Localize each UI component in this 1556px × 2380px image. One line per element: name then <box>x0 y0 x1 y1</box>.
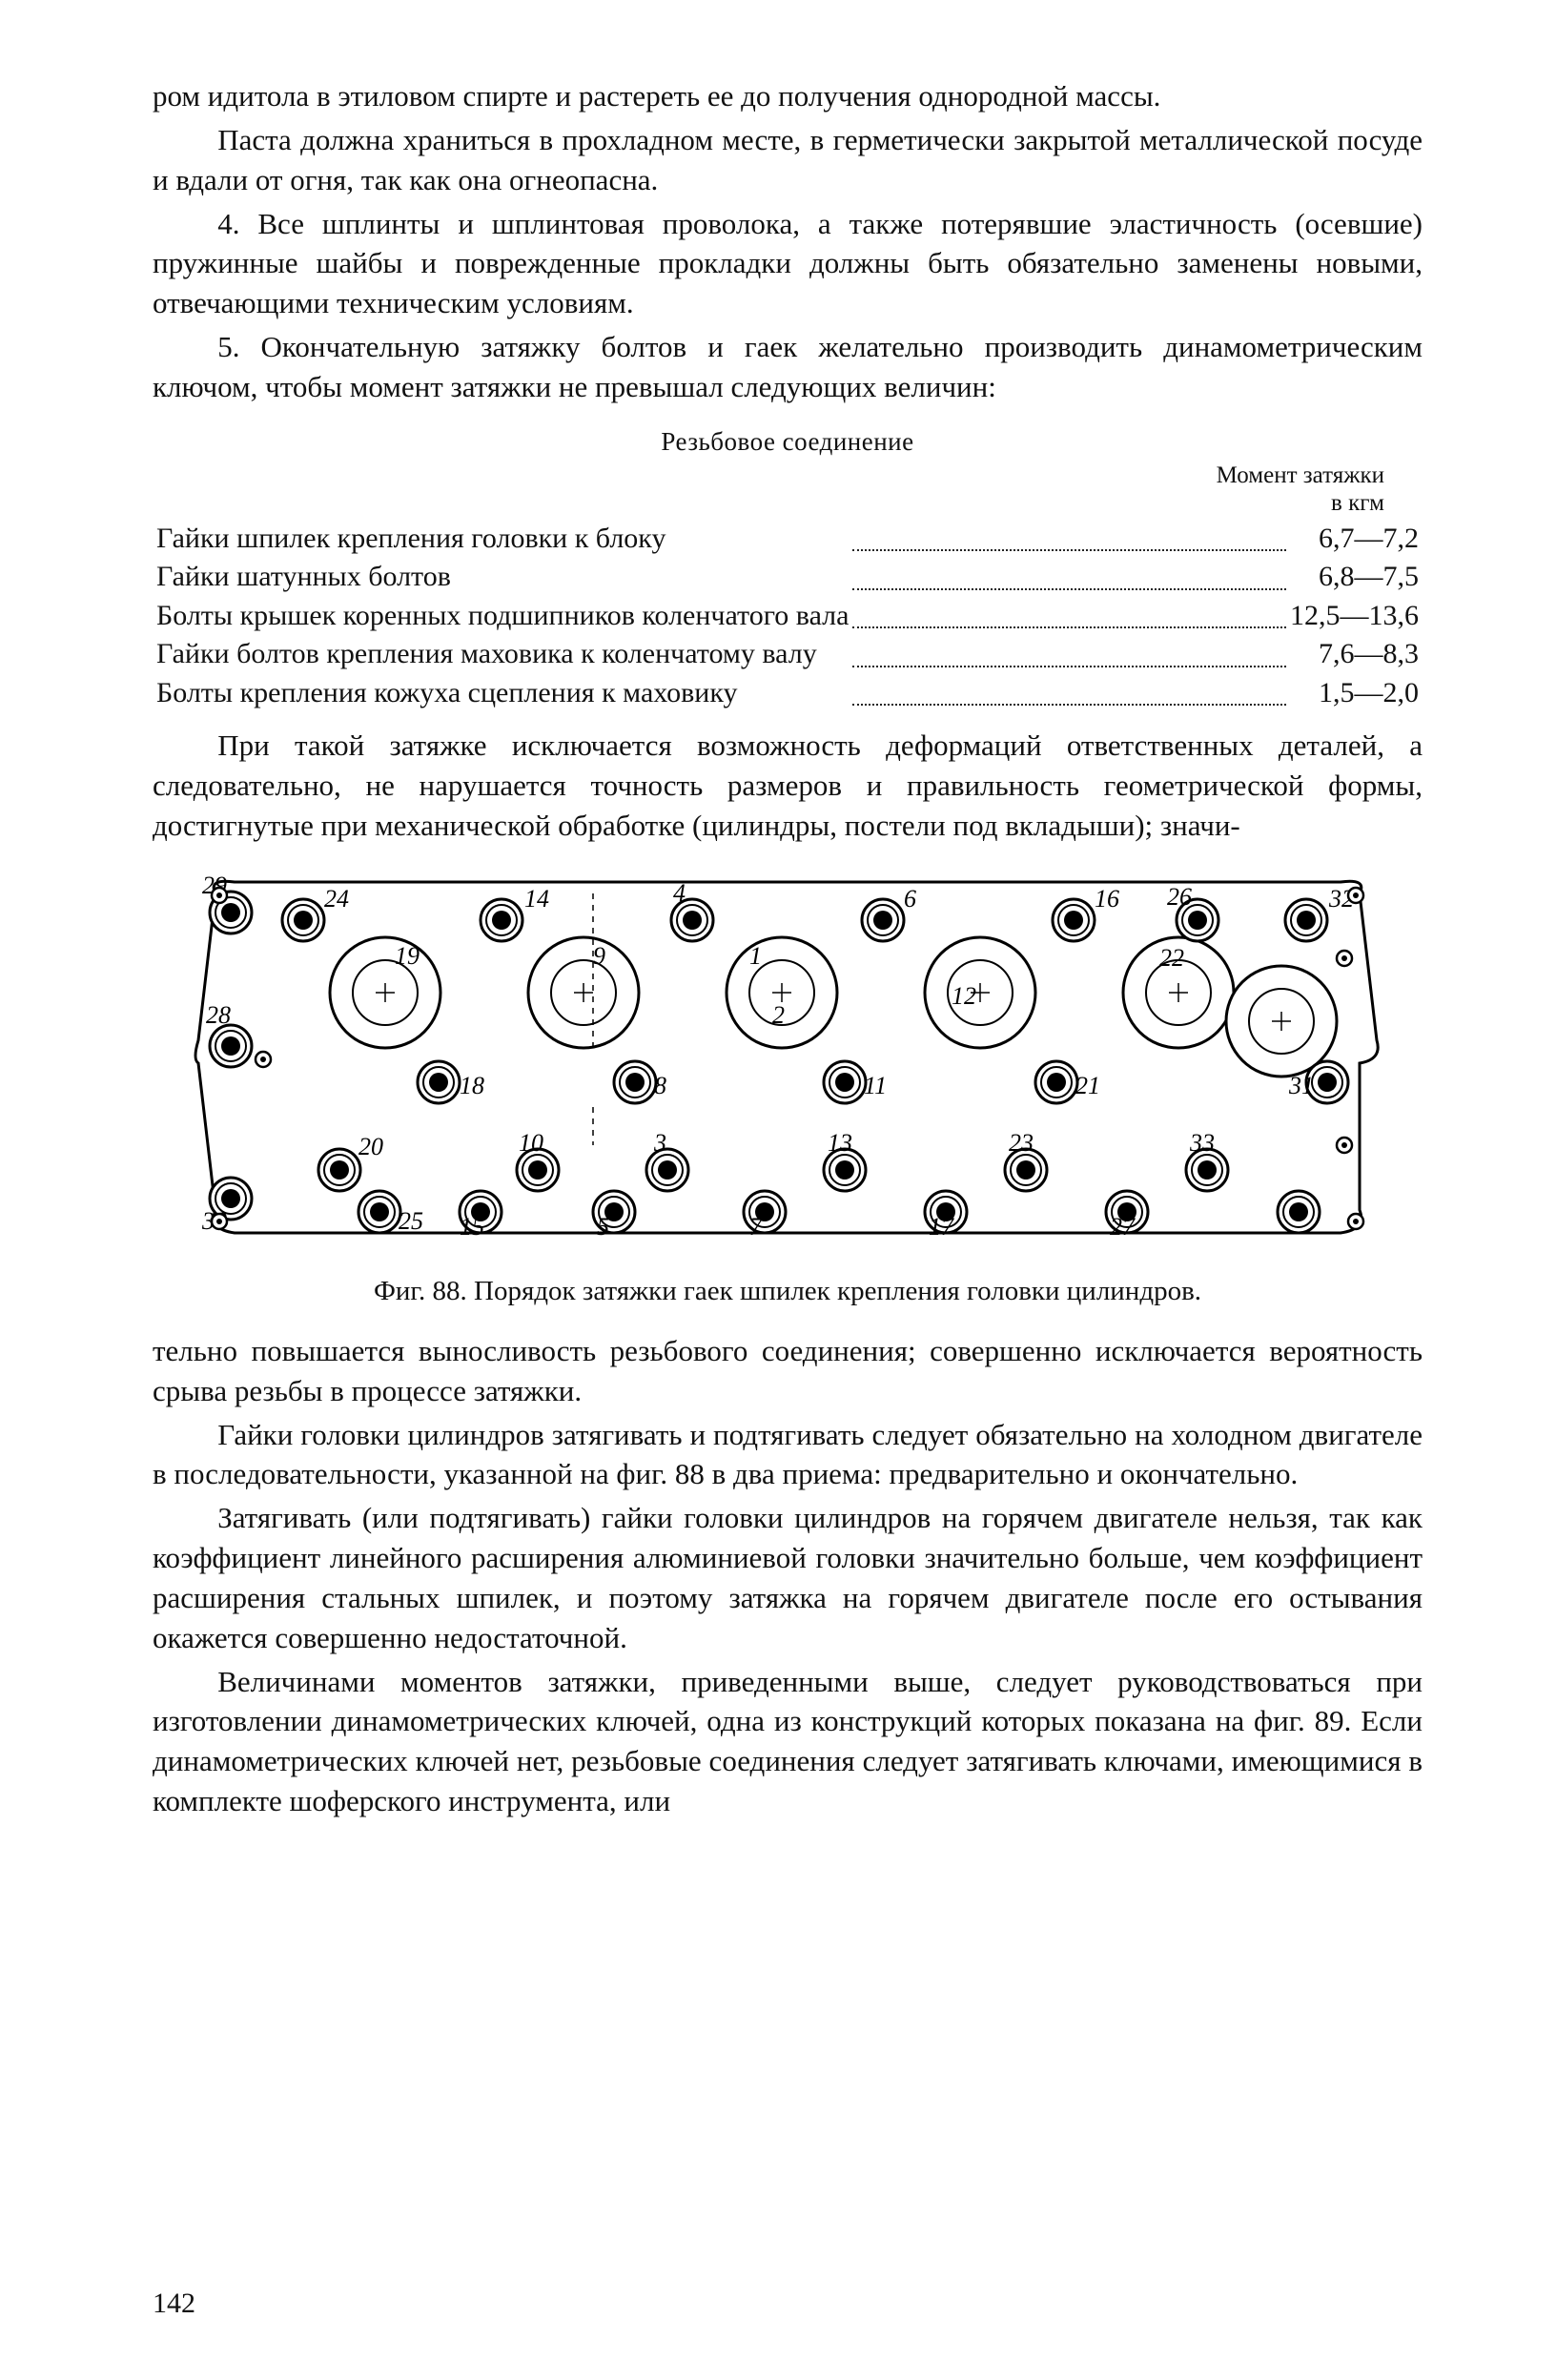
para-4: 5. Окончательную затяжку болтов и гаек ж… <box>153 327 1423 407</box>
svg-text:27: 27 <box>1110 1213 1136 1241</box>
para-7: Гайки головки цилиндров затягивать и под… <box>153 1415 1423 1495</box>
para-3: 4. Все шплинты и шплинтовая проволока, а… <box>153 204 1423 324</box>
figure-88-svg: 2924144616263228188112131302025101535137… <box>158 859 1417 1260</box>
torque-row-label: Гайки шатунных болтов <box>153 558 852 597</box>
svg-text:18: 18 <box>460 1072 484 1099</box>
svg-text:14: 14 <box>524 885 549 913</box>
torque-row-value: 6,7—7,2 <box>1286 520 1423 559</box>
torque-row-label: Болты крепления кожуха сцепления к махов… <box>153 674 852 713</box>
svg-text:16: 16 <box>1095 885 1119 913</box>
svg-text:10: 10 <box>519 1129 543 1157</box>
svg-text:25: 25 <box>399 1207 423 1235</box>
para-5: При такой затяжке исключается возможност… <box>153 726 1423 846</box>
svg-text:17: 17 <box>929 1213 954 1241</box>
svg-text:6: 6 <box>904 885 916 913</box>
torque-row-label: Гайки шпилек крепления головки к блоку <box>153 520 852 559</box>
torque-row: Болты крепления кожуха сцепления к махов… <box>153 674 1423 713</box>
svg-text:2: 2 <box>772 1001 785 1029</box>
para-2: Паста должна храниться в прохладном мест… <box>153 120 1423 200</box>
svg-text:19: 19 <box>395 942 420 970</box>
svg-text:21: 21 <box>1075 1072 1100 1099</box>
torque-row-dots <box>852 635 1286 674</box>
torque-row-dots <box>852 558 1286 597</box>
para-6: тельно повышается выносливость резьбовог… <box>153 1331 1423 1411</box>
svg-text:13: 13 <box>828 1129 852 1157</box>
torque-row: Гайки шпилек крепления головки к блоку 6,… <box>153 520 1423 559</box>
para-8: Затягивать (или подтягивать) гайки голов… <box>153 1498 1423 1657</box>
torque-column-header: Момент затяжки в кгм <box>153 462 1384 518</box>
torque-row-label: Гайки болтов крепления маховика к коленч… <box>153 635 852 674</box>
svg-text:31: 31 <box>1288 1072 1314 1099</box>
figure-88: 2924144616263228188112131302025101535137… <box>153 859 1423 1260</box>
torque-row-dots <box>852 674 1286 713</box>
figure-88-caption: Фиг. 88. Порядок затяжки гаек шпилек кре… <box>153 1273 1423 1310</box>
svg-text:9: 9 <box>593 942 605 970</box>
svg-text:24: 24 <box>324 885 349 913</box>
torque-row-value: 1,5—2,0 <box>1286 674 1423 713</box>
svg-text:1: 1 <box>749 942 762 970</box>
svg-text:33: 33 <box>1189 1129 1215 1157</box>
svg-text:23: 23 <box>1009 1129 1034 1157</box>
torque-section-title: Резьбовое соединение <box>153 424 1423 459</box>
torque-row: Гайки шатунных болтов 6,8—7,5 <box>153 558 1423 597</box>
svg-text:8: 8 <box>654 1072 666 1099</box>
svg-text:3: 3 <box>653 1129 666 1157</box>
svg-text:4: 4 <box>673 879 686 907</box>
page-number: 142 <box>153 2285 195 2324</box>
svg-text:7: 7 <box>749 1213 763 1241</box>
page: ром идитола в этиловом спирте и растерет… <box>0 0 1556 2380</box>
svg-text:15: 15 <box>460 1213 484 1241</box>
svg-text:5: 5 <box>597 1213 609 1241</box>
torque-row-dots <box>852 520 1286 559</box>
torque-row: Болты крышек коренных подшипников коленч… <box>153 597 1423 636</box>
svg-text:11: 11 <box>864 1072 887 1099</box>
torque-row-label: Болты крышек коренных подшипников коленч… <box>153 597 852 636</box>
torque-row-dots <box>852 597 1286 636</box>
para-1: ром идитола в этиловом спирте и растерет… <box>153 76 1423 116</box>
para-9: Величинами моментов затяжки, приведенным… <box>153 1662 1423 1821</box>
svg-text:28: 28 <box>206 1001 231 1029</box>
svg-text:20: 20 <box>358 1133 383 1160</box>
svg-text:12: 12 <box>952 982 976 1010</box>
torque-table: Гайки шпилек крепления головки к блоку 6,… <box>153 520 1423 713</box>
torque-row-value: 6,8—7,5 <box>1286 558 1423 597</box>
torque-row-value: 12,5—13,6 <box>1286 597 1423 636</box>
torque-row-value: 7,6—8,3 <box>1286 635 1423 674</box>
svg-text:26: 26 <box>1167 883 1192 911</box>
torque-header-line2: в кгм <box>1331 490 1384 516</box>
torque-header-line1: Момент затяжки <box>1217 462 1384 488</box>
torque-row: Гайки болтов крепления маховика к коленч… <box>153 635 1423 674</box>
svg-text:22: 22 <box>1159 944 1184 972</box>
